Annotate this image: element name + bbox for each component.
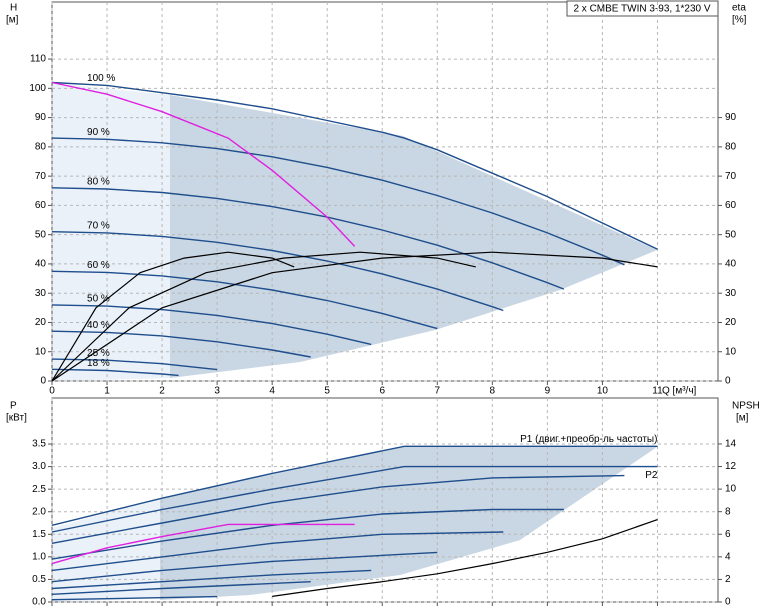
x-tick-label: 0 <box>49 386 55 397</box>
y2-tick-label: 70 <box>725 171 737 182</box>
x-tick-label: 11 <box>652 386 663 397</box>
y2-tick-label: 50 <box>725 229 737 240</box>
y-tick-label: 100 <box>29 83 46 94</box>
y-tick-label: 3.5 <box>32 439 46 450</box>
y-tick-label: 2.0 <box>32 506 46 517</box>
operating-area <box>170 95 657 378</box>
y2-tick-label: 10 <box>725 484 737 495</box>
y2-tick-label: 20 <box>725 317 737 328</box>
curve <box>272 519 658 597</box>
curve <box>51 251 295 382</box>
curve <box>51 368 179 377</box>
power-area <box>160 447 657 600</box>
y2-tick-label: 60 <box>725 200 737 211</box>
curve-label: 90 % <box>87 127 110 138</box>
curve-label: 70 % <box>87 221 110 232</box>
curve-label: 40 % <box>87 320 110 331</box>
y-axis-label: P <box>10 401 17 412</box>
y2-tick-label: 30 <box>725 288 737 299</box>
curve <box>51 81 658 250</box>
curve <box>51 270 438 330</box>
x-tick-label: 9 <box>545 386 551 397</box>
x-tick-label: 7 <box>435 386 441 397</box>
curve <box>51 581 311 595</box>
y2-tick-label: 4 <box>725 551 731 562</box>
y2-tick-label: 40 <box>725 259 737 270</box>
curve <box>51 330 311 358</box>
chart-title: 2 x CMBE TWIN 3-93, 1*230 V <box>573 4 710 15</box>
y-axis-unit: [м] <box>6 15 19 26</box>
curve <box>51 358 218 371</box>
curve <box>51 251 658 382</box>
y-axis-label: H <box>10 3 17 14</box>
y-tick-label: 0 <box>40 376 46 387</box>
curve <box>51 231 504 312</box>
y-tick-label: 0.5 <box>32 574 46 585</box>
curve-label: 60 % <box>87 260 110 271</box>
y2-tick-label: 0 <box>725 376 731 387</box>
y2-tick-label: 2 <box>725 574 731 585</box>
x-tick-label: 10 <box>597 386 609 397</box>
x-tick-label: 5 <box>324 386 330 397</box>
title-box <box>566 0 719 17</box>
y2-tick-label: 10 <box>725 346 737 357</box>
x-tick-label: 1 <box>104 386 110 397</box>
y-tick-label: 110 <box>30 54 46 65</box>
y-tick-label: 40 <box>35 259 47 270</box>
y-tick-label: 0.0 <box>32 597 46 608</box>
y-tick-label: 70 <box>35 171 47 182</box>
y2-axis-unit: [%] <box>732 15 747 26</box>
curve <box>51 251 476 382</box>
curve-label: P1 (двиг.+преобр-ль частоты) <box>520 433 657 445</box>
y-tick-label: 50 <box>35 229 47 240</box>
y-tick-label: 60 <box>35 200 47 211</box>
y-tick-label: 3.0 <box>32 461 46 472</box>
curve <box>51 465 658 533</box>
y2-tick-label: 14 <box>725 439 737 450</box>
curve-label: 100 % <box>87 73 115 84</box>
curve-label: 80 % <box>87 177 110 188</box>
curve <box>51 445 658 526</box>
y-axis-unit: [кВт] <box>6 413 27 424</box>
y-tick-label: 10 <box>35 346 47 357</box>
x-tick-label: 2 <box>159 386 165 397</box>
y-tick-label: 1.0 <box>32 552 46 563</box>
curve <box>51 569 372 590</box>
curve <box>51 474 625 544</box>
x-tick-label: 6 <box>379 386 385 397</box>
curve <box>51 137 625 266</box>
y2-tick-label: 12 <box>725 461 737 472</box>
y-tick-label: 90 <box>35 112 47 123</box>
curve-label: 25 % <box>87 348 110 359</box>
curve <box>51 81 356 247</box>
y-tick-label: 1.5 <box>32 529 46 540</box>
curve <box>51 523 355 565</box>
y2-tick-label: 8 <box>725 506 731 517</box>
y2-axis-unit: [м] <box>736 413 749 424</box>
y2-tick-label: 80 <box>725 142 737 153</box>
y2-axis-label: NPSH <box>732 401 760 412</box>
curve-label: P2 <box>645 470 658 481</box>
x-tick-label: 4 <box>269 386 275 397</box>
y2-axis-label: eta <box>732 3 746 14</box>
x-axis-label: Q [м³/ч] <box>662 386 697 397</box>
x-tick-label: 3 <box>214 386 220 397</box>
y-tick-label: 20 <box>35 317 47 328</box>
y-tick-label: 2.5 <box>32 484 46 495</box>
curve <box>51 508 564 560</box>
curve-label: 18 % <box>87 358 110 369</box>
y2-tick-label: 6 <box>725 529 731 540</box>
y2-tick-label: 90 <box>725 112 737 123</box>
curve <box>51 531 504 572</box>
y-tick-label: 30 <box>35 288 47 299</box>
curve <box>51 304 372 346</box>
y-tick-label: 80 <box>35 142 47 153</box>
curve-label: 50 % <box>87 294 110 305</box>
curve <box>51 551 438 583</box>
y2-tick-label: 0 <box>725 597 731 608</box>
curve <box>51 595 218 601</box>
x-tick-label: 8 <box>490 386 496 397</box>
